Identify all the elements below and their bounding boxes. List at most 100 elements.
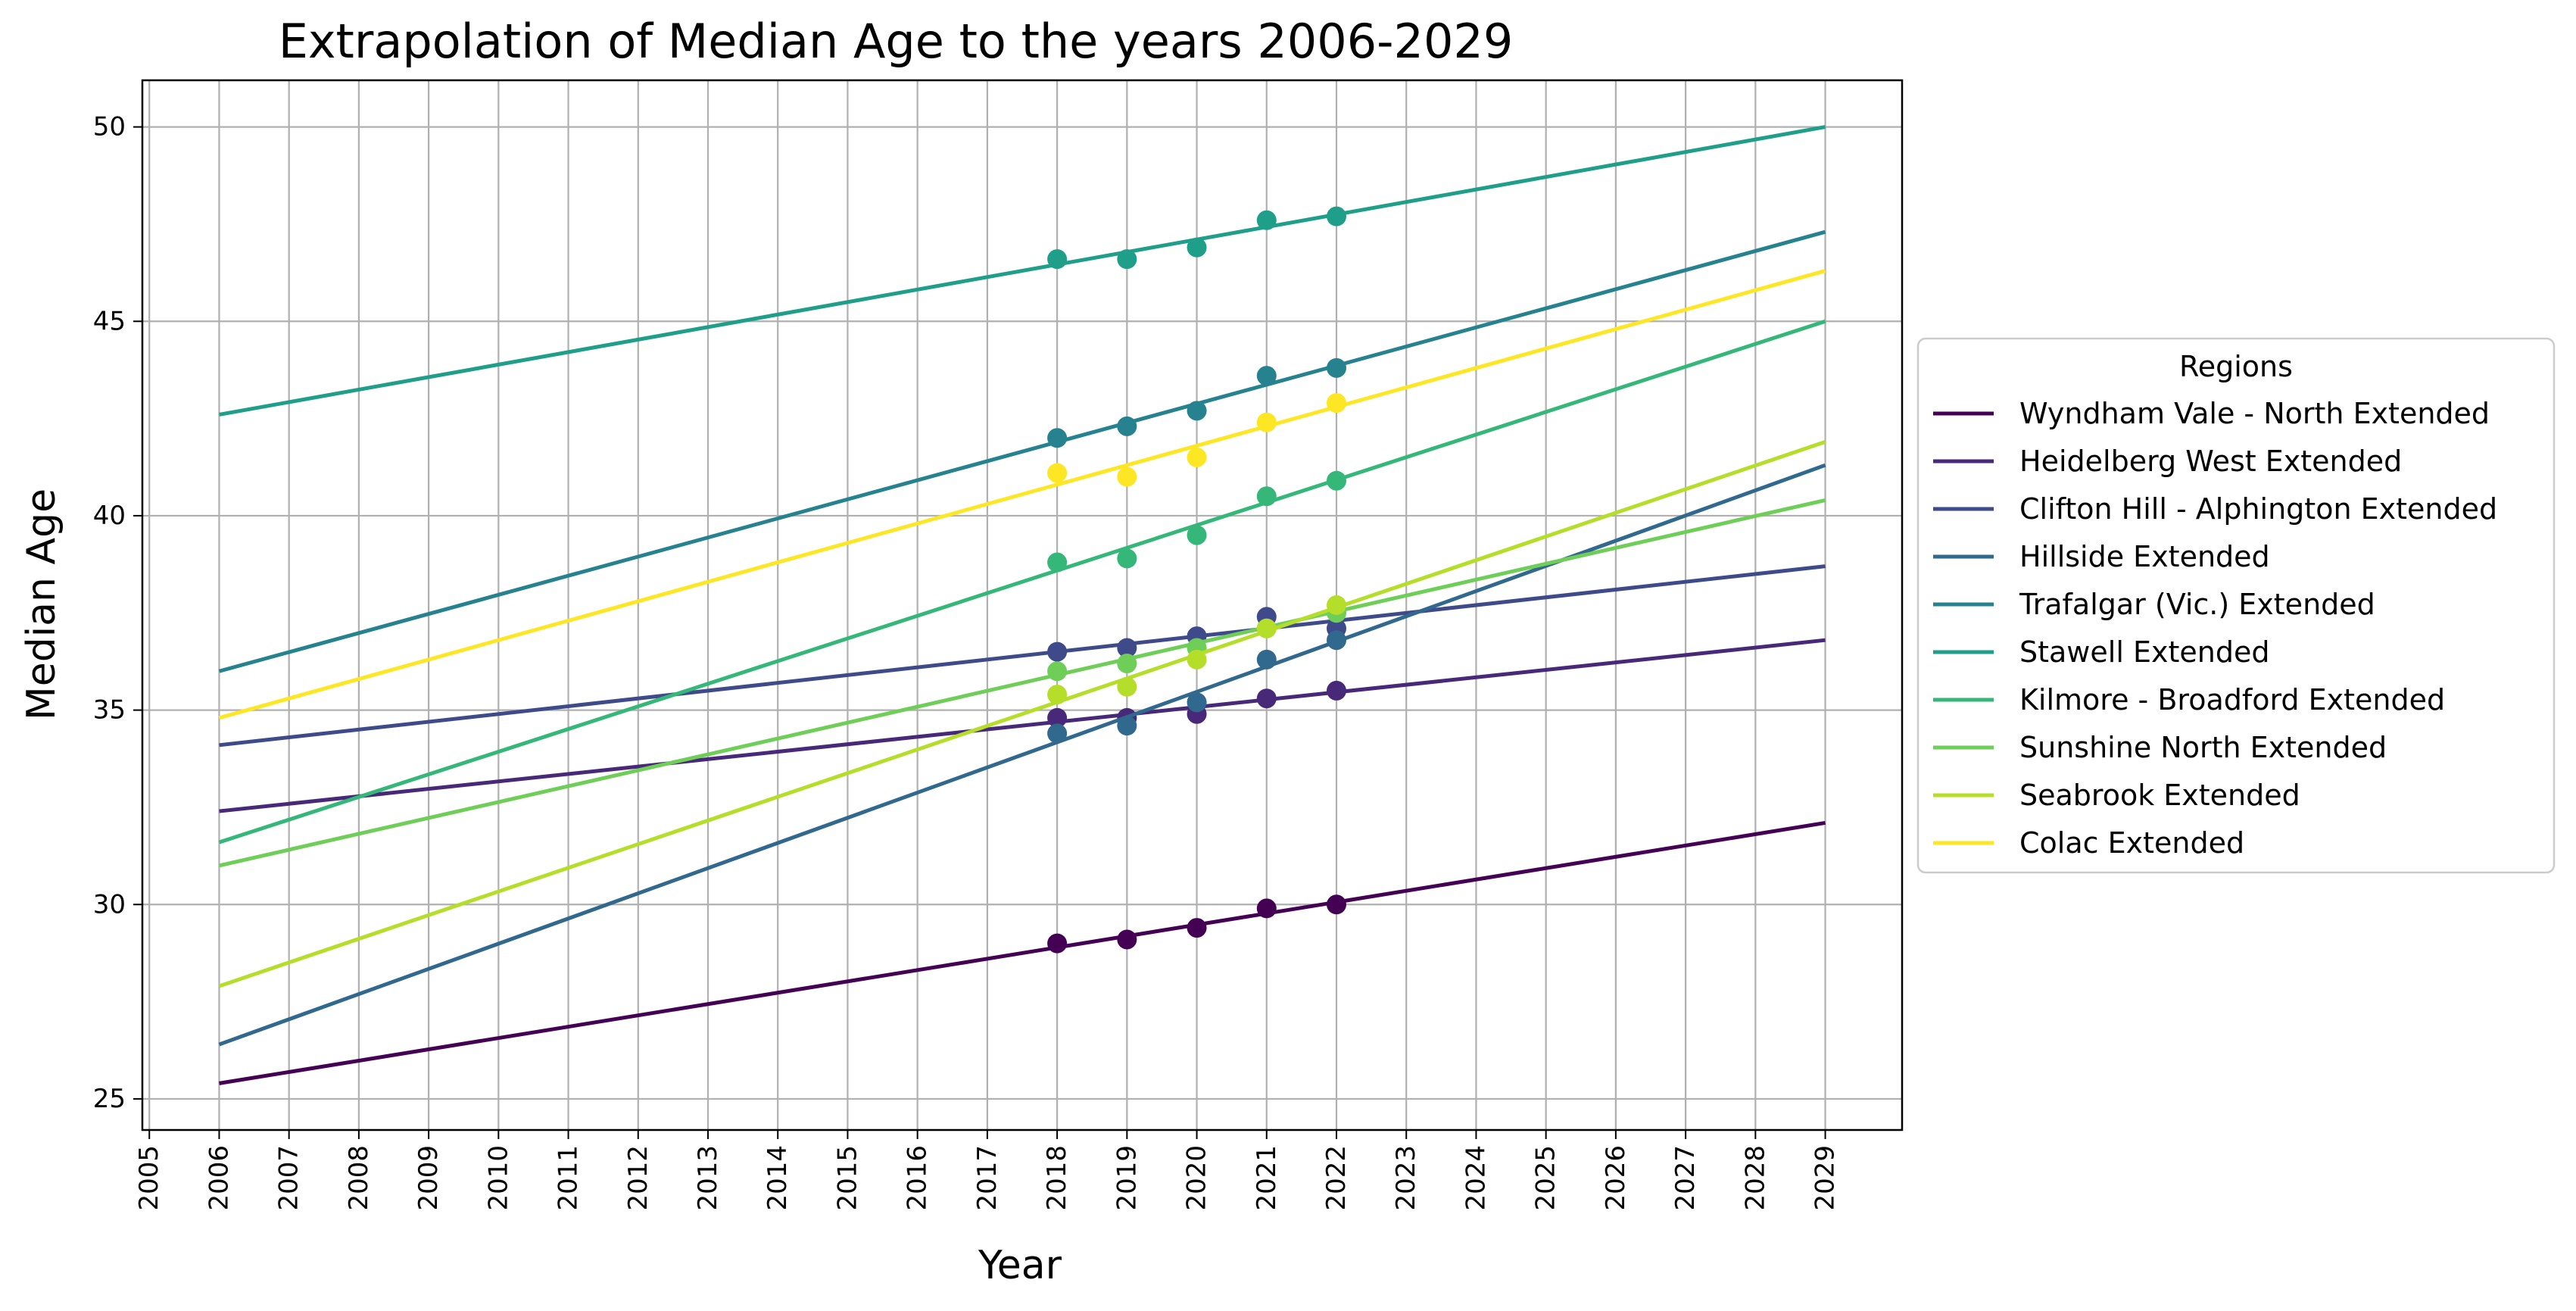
- series: [219, 125, 1826, 417]
- data-point: [1187, 692, 1207, 713]
- series: [218, 498, 1826, 868]
- legend-label: Hillside Extended: [2019, 540, 2270, 573]
- x-tick-label: 2024: [1461, 1145, 1491, 1211]
- x-tick-label: 2016: [903, 1145, 933, 1211]
- grid: [142, 80, 1902, 1130]
- x-tick-label: 2029: [1810, 1145, 1841, 1211]
- legend-label: Kilmore - Broadford Extended: [2019, 683, 2445, 716]
- legend-title: Regions: [2179, 350, 2293, 383]
- data-point: [1047, 933, 1068, 954]
- series: [218, 269, 1826, 720]
- series-line: [218, 319, 1826, 844]
- y-tick-label: 35: [93, 695, 126, 726]
- data-point: [1047, 463, 1068, 483]
- series-line: [218, 498, 1826, 868]
- data-point: [1117, 716, 1137, 736]
- x-tick-label: 2027: [1670, 1145, 1701, 1211]
- x-tick-label: 2005: [134, 1145, 164, 1211]
- y-tick-label: 40: [93, 501, 126, 531]
- series: [219, 564, 1826, 748]
- data-point: [1047, 641, 1068, 662]
- y-tick-label: 30: [93, 889, 126, 919]
- x-tick-label: 2006: [204, 1145, 234, 1211]
- x-tick-label: 2025: [1531, 1145, 1561, 1211]
- x-tick-label: 2014: [763, 1145, 793, 1211]
- legend-label: Wyndham Vale - North Extended: [2019, 397, 2490, 430]
- y-tick-label: 25: [93, 1084, 126, 1114]
- data-point: [1117, 548, 1137, 569]
- series-line: [219, 638, 1826, 813]
- series: [219, 638, 1826, 813]
- legend-box: [1916, 337, 2556, 874]
- data-point: [1327, 470, 1346, 491]
- data-point: [1047, 552, 1068, 573]
- legend-label: Stawell Extended: [2019, 635, 2269, 669]
- x-tick-label: 2022: [1321, 1145, 1352, 1211]
- data-point: [1256, 210, 1277, 230]
- data-point: [1327, 393, 1346, 414]
- series-line: [218, 440, 1826, 988]
- x-tick-label: 2020: [1182, 1145, 1212, 1211]
- data-point: [1327, 357, 1346, 378]
- data-point: [1187, 237, 1207, 258]
- data-point: [1256, 618, 1277, 638]
- data-point: [1117, 676, 1137, 697]
- data-point: [1047, 428, 1068, 448]
- data-point: [1047, 249, 1068, 270]
- x-tick-label: 2018: [1042, 1145, 1072, 1211]
- data-point: [1117, 249, 1137, 270]
- data-point: [1187, 447, 1207, 467]
- data-point: [1117, 654, 1137, 673]
- data-point: [1117, 416, 1137, 436]
- y-tick-label: 50: [93, 112, 126, 142]
- series: [218, 229, 1826, 673]
- x-tick-label: 2028: [1740, 1145, 1770, 1211]
- data-point: [1047, 661, 1068, 682]
- data-point: [1327, 894, 1346, 915]
- series: [218, 463, 1826, 1047]
- series-line: [219, 820, 1826, 1085]
- data-point: [1117, 929, 1137, 950]
- x-axis-ticks: 2005 2006 2007 2008 2009 2010 2011 2012 2013 2014…: [134, 1130, 1841, 1211]
- x-tick-label: 2023: [1391, 1145, 1421, 1211]
- data-point: [1327, 595, 1346, 615]
- x-tick-label: 2015: [832, 1145, 862, 1211]
- series-line: [218, 463, 1826, 1047]
- plot-frame: [141, 79, 1904, 1132]
- x-tick-label: 2012: [623, 1145, 653, 1211]
- data-point: [1256, 898, 1277, 919]
- data-point: [1256, 486, 1277, 507]
- y-tick-label: 45: [93, 306, 126, 336]
- legend-label: Heidelberg West Extended: [2019, 445, 2402, 478]
- data-point: [1047, 707, 1068, 728]
- y-axis-ticks: 25 30 35 40 45 50: [93, 112, 142, 1114]
- data-point: [1047, 685, 1068, 705]
- data-point: [1327, 206, 1346, 226]
- series: [218, 319, 1826, 844]
- data-point: [1187, 649, 1207, 670]
- data-point: [1047, 723, 1068, 744]
- x-axis-title: Year: [978, 1243, 1062, 1288]
- data-point: [1117, 638, 1137, 658]
- data-point: [1187, 401, 1207, 421]
- legend-label: Colac Extended: [2019, 826, 2244, 860]
- x-tick-label: 2007: [274, 1145, 304, 1211]
- legend-label: Trafalgar (Vic.) Extended: [2019, 588, 2375, 621]
- series: [218, 440, 1826, 988]
- x-tick-label: 2019: [1112, 1145, 1142, 1211]
- x-tick-label: 2013: [693, 1145, 723, 1211]
- legend-label: Sunshine North Extended: [2019, 731, 2387, 764]
- data-point: [1256, 412, 1277, 432]
- x-tick-label: 2011: [554, 1145, 584, 1211]
- series-line: [218, 229, 1826, 673]
- series-line: [219, 125, 1826, 417]
- data-point: [1256, 366, 1277, 386]
- x-tick-label: 2008: [344, 1145, 374, 1211]
- data-point: [1256, 688, 1277, 709]
- legend-label: Clifton Hill - Alphington Extended: [2019, 492, 2497, 526]
- x-tick-label: 2026: [1601, 1145, 1631, 1211]
- y-axis-title: Median Age: [19, 489, 64, 720]
- legend-items: Wyndham Vale - North Extended Heidelberg …: [1933, 397, 2497, 860]
- x-tick-label: 2010: [483, 1145, 513, 1211]
